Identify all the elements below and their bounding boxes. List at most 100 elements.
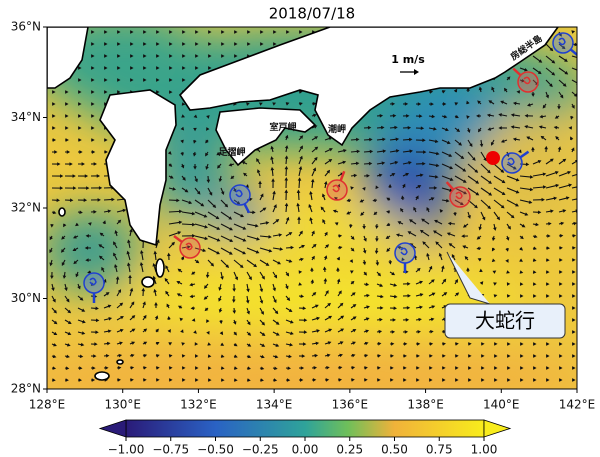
vector-head [52,378,56,382]
vector-head [169,66,173,70]
vector-head [390,366,394,370]
vector [259,208,265,213]
vector-head [451,254,456,258]
vector-head [375,185,379,190]
vector-head [369,149,374,154]
vector [246,223,257,227]
vector-head [417,102,422,106]
y-tick-label: 32°N [11,201,41,215]
x-tick-label: 138°E [407,398,444,412]
vector-head [156,42,160,46]
vector [558,184,570,189]
vector-head [392,113,397,118]
vector-head [206,319,210,324]
vector-head [338,234,343,238]
vector [467,151,475,160]
vector [376,162,383,165]
y-tick-label: 30°N [11,291,41,305]
vector [389,150,398,153]
vector-head [78,114,82,118]
vector-head [568,183,573,188]
vector-head [300,294,305,299]
vector [259,259,268,265]
vector-head [366,174,370,178]
vector-head [303,330,308,334]
vector-head [572,294,576,298]
vector-head [218,297,222,302]
vector-head [546,270,550,274]
vector-head [208,42,212,46]
vector-head [169,175,174,179]
vector-head [300,257,304,262]
vector-head [405,318,410,322]
vector-head [232,320,237,325]
vector-head [65,90,69,94]
vector-head [393,306,397,310]
vector-head [570,136,574,141]
colorbar-tick-label: 0.00 [292,443,319,457]
vector [297,192,300,201]
vector-head [80,342,85,347]
vector-head [320,206,325,211]
vector-head [234,30,238,34]
vector [259,295,263,302]
vector-head [474,169,479,173]
vector-head [493,294,498,298]
vector [402,162,410,165]
vector-head [486,113,491,118]
vector-head [168,354,173,358]
vector-head [261,354,265,359]
vector-head [143,378,147,382]
vector-head [180,139,184,144]
x-tick-label: 140°E [483,398,520,412]
vector-head [167,328,171,333]
vector-head [443,292,448,296]
vector-head [533,366,537,370]
vector-head [302,306,307,311]
vector-head [417,330,421,334]
vector-head [323,255,328,260]
vector-head [275,332,280,336]
vector-head [246,310,250,315]
vector-head [520,366,524,370]
vector-head [431,279,435,283]
vector [233,271,238,279]
vector-head [200,202,205,207]
vector-head [572,354,576,358]
vector-head [406,114,410,118]
vector-head [273,204,277,208]
vector-head [466,129,471,134]
vector-head [478,86,483,91]
vector-head [141,287,146,292]
place-label: 足摺岬 [218,146,245,158]
vector-head [506,294,511,298]
vector-head [314,353,319,358]
vector-head [500,169,505,173]
vector-head [491,86,495,91]
vector-head [535,222,539,227]
vector-head [393,283,398,287]
vector [168,232,180,237]
vector-head [297,216,301,220]
vector-head [542,172,547,177]
vector-head [559,282,563,286]
vector [389,126,396,129]
vector-head [572,330,576,334]
vector [207,247,219,254]
vector [220,211,231,219]
vector-head [572,246,576,250]
vector-head [81,162,85,166]
vector [116,209,124,213]
vector-head [208,366,212,370]
vector-head [494,342,498,346]
vector-head [78,126,82,130]
vector-head [529,187,534,192]
vector [519,175,532,178]
vector-head [439,208,444,213]
vector-head [479,281,484,285]
vector-head [403,366,407,370]
vector [545,197,555,201]
vector-head [225,264,230,268]
vector [519,199,531,203]
vector [311,330,318,333]
